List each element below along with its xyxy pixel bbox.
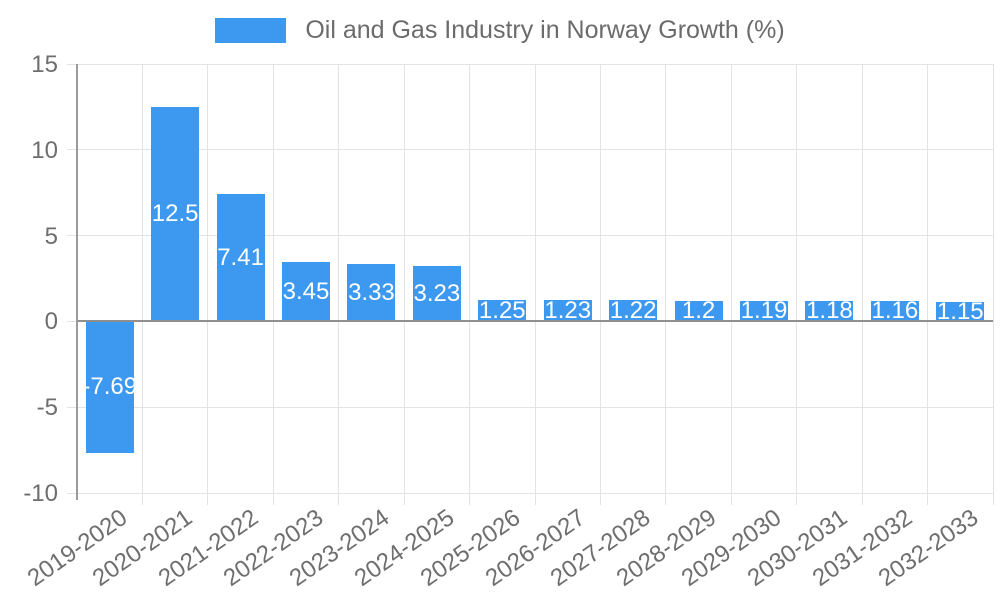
bar-value-label: 1.25	[478, 296, 526, 324]
v-gridline	[665, 64, 667, 505]
y-axis-tick-label: -5	[36, 394, 58, 422]
y-axis-tick-label: 0	[44, 308, 58, 336]
y-axis-tick-label: -10	[23, 480, 58, 507]
bar-value-label: 1.16	[871, 297, 919, 325]
bar-value-label: 1.22	[609, 296, 657, 324]
bar-value-label: 12.5	[151, 200, 199, 228]
bar[interactable]	[805, 301, 854, 322]
bar[interactable]	[543, 300, 592, 322]
bar-value-label: 1.15	[936, 297, 984, 325]
legend-color-swatch	[215, 18, 287, 43]
bar-value-label: 1.23	[544, 296, 592, 324]
bar[interactable]	[85, 321, 134, 454]
v-gridline	[534, 64, 536, 505]
v-gridline	[272, 64, 274, 505]
v-gridline	[403, 64, 405, 505]
bar-value-label: 1.2	[681, 297, 716, 325]
bar-value-label: 3.23	[413, 279, 461, 307]
zero-line	[77, 320, 993, 323]
bar-value-label: 3.45	[282, 277, 330, 305]
bar[interactable]	[674, 300, 723, 322]
y-axis-tick-label: 10	[31, 136, 58, 164]
bar[interactable]	[151, 106, 200, 322]
bar-value-label: -7.69	[82, 373, 138, 401]
v-gridline	[469, 64, 471, 505]
h-gridline	[67, 406, 993, 408]
y-axis-tick-label: 5	[44, 222, 58, 250]
v-gridline	[927, 64, 929, 505]
bar[interactable]	[412, 265, 461, 322]
h-gridline	[67, 235, 993, 237]
legend[interactable]: Oil and Gas Industry in Norway Growth (%…	[0, 16, 1000, 45]
bar-value-label: 1.19	[740, 297, 788, 325]
y-axis-tick-label: 15	[31, 51, 58, 78]
bar[interactable]	[478, 299, 527, 322]
bar[interactable]	[740, 300, 788, 322]
h-gridline	[67, 149, 993, 151]
bar-value-label: 3.33	[348, 278, 395, 306]
bar-value-label: 7.41	[217, 243, 264, 271]
v-gridline	[730, 64, 732, 505]
v-gridline	[861, 64, 863, 505]
v-gridline	[141, 64, 143, 505]
v-gridline	[796, 64, 798, 505]
legend-label: Oil and Gas Industry in Norway Growth (%…	[305, 16, 785, 44]
plot-area: -7.69 12.5 7.41 3.45 3.33 3.23 1.25 1.23 1.22 1.2…	[67, 63, 994, 505]
bar[interactable]	[282, 262, 330, 322]
v-gridline	[992, 64, 994, 505]
bar[interactable]	[609, 300, 658, 322]
v-gridline	[338, 64, 340, 505]
bar-value-label: 1.18	[806, 297, 853, 325]
h-gridline	[67, 492, 993, 494]
bar[interactable]	[216, 194, 265, 322]
bar[interactable]	[870, 301, 919, 322]
y-axis-line	[76, 64, 78, 500]
v-gridline	[599, 64, 601, 505]
bar[interactable]	[936, 301, 985, 322]
bar[interactable]	[347, 264, 396, 322]
h-gridline	[67, 63, 993, 65]
v-gridline	[207, 64, 209, 505]
